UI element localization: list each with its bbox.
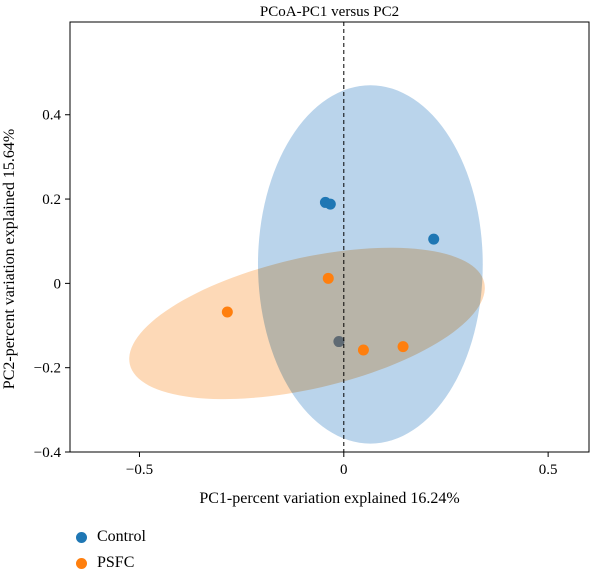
data-point-psfc-2: [221, 306, 233, 318]
legend-label-psfc: PSFC: [97, 554, 135, 571]
legend-item-psfc: PSFC: [76, 550, 146, 576]
legend-label-control: Control: [97, 528, 146, 545]
y-tick-label-4: 0.4: [42, 108, 61, 124]
data-point-psfc-4: [397, 341, 409, 353]
y-axis-label: PC2-percent variation explained 15.64%: [1, 129, 18, 389]
y-axis-ticks: −0.4 −0.2 0 0.2 0.4: [34, 108, 70, 461]
plot-frame: [69, 21, 590, 453]
chart-title: PCoA-PC1 versus PC2: [260, 4, 399, 20]
legend-marker-control: [76, 531, 87, 543]
x-axis-label: PC1-percent variation explained 16.24%: [199, 490, 459, 507]
x-axis-ticks: −0.5 0 0.5: [126, 452, 558, 478]
data-point-psfc-3: [357, 344, 369, 356]
data-point-psfc-1: [322, 272, 334, 284]
confidence-ellipse-psfc: [129, 247, 485, 400]
y-tick-label-2: 0: [54, 276, 62, 292]
x-tick-label-2: 0.5: [539, 462, 558, 478]
data-point-control-4: [333, 336, 345, 348]
y-tick-label-1: −0.2: [34, 361, 61, 377]
data-point-control-3: [428, 233, 440, 245]
x-tick-label-1: 0: [340, 462, 348, 478]
legend: Control PSFC: [76, 524, 146, 576]
data-point-control-2: [324, 198, 336, 210]
points-layer: [221, 196, 440, 356]
y-tick-label-0: −0.4: [34, 445, 62, 461]
legend-marker-psfc: [76, 557, 87, 569]
x-tick-label-0: −0.5: [126, 462, 153, 478]
ellipses-layer: [129, 85, 485, 444]
y-tick-label-3: 0.2: [42, 192, 61, 208]
legend-item-control: Control: [76, 524, 146, 550]
